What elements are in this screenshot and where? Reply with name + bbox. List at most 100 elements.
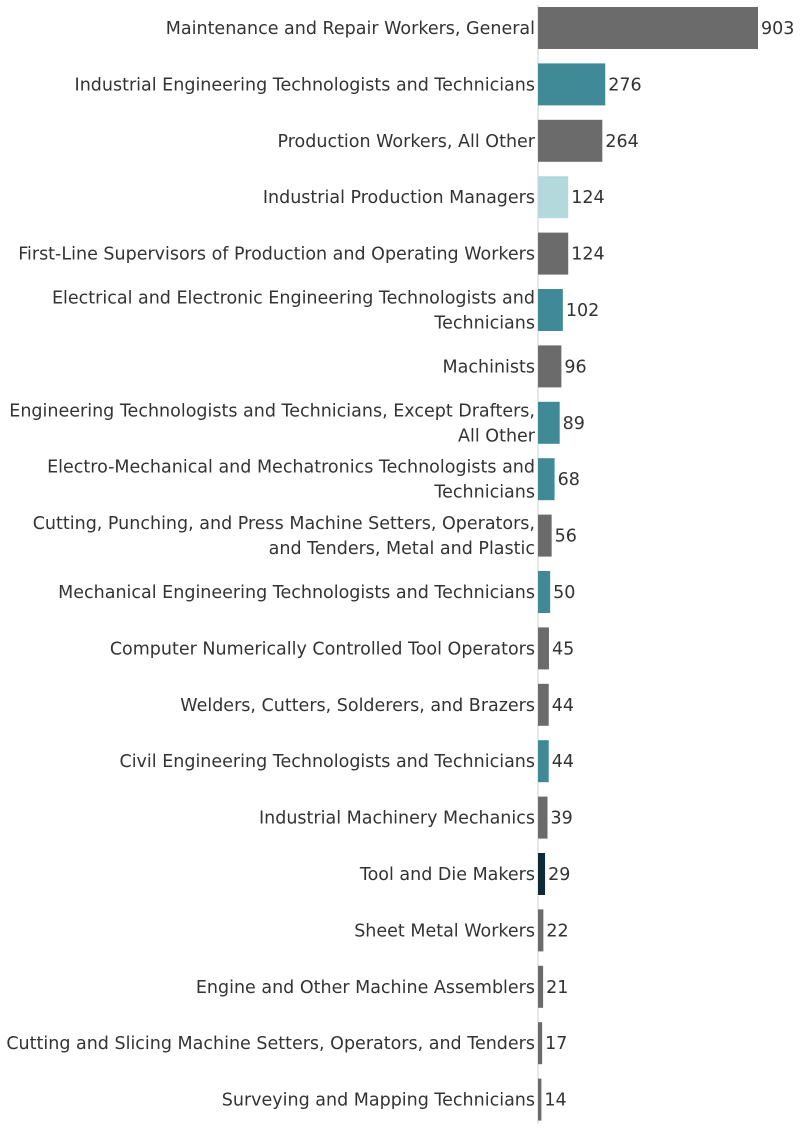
category-label-line: Industrial Machinery Mechanics: [259, 809, 535, 829]
category-label: Electro-Mechanical and Mechatronics Tech…: [47, 458, 535, 503]
value-label: 903: [761, 19, 794, 39]
bar: [538, 63, 606, 106]
bar: [538, 119, 603, 162]
value-label: 44: [552, 696, 574, 716]
value-label: 17: [545, 1034, 567, 1054]
category-label: Industrial Machinery Mechanics: [259, 809, 535, 829]
bar-row: Electrical and Electronic Engineering Te…: [52, 289, 599, 334]
bar: [538, 401, 560, 444]
category-label-line: Civil Engineering Technologists and Tech…: [119, 752, 535, 772]
bar-row: Surveying and Mapping Technicians 14: [222, 1078, 567, 1121]
bar-row: Industrial Engineering Technologists and…: [75, 63, 642, 106]
category-label-line: Electrical and Electronic Engineering Te…: [52, 289, 535, 309]
category-label-line: Tool and Die Makers: [359, 865, 535, 885]
category-label-line: Production Workers, All Other: [277, 132, 535, 152]
category-label-line: All Other: [458, 426, 536, 446]
value-label: 96: [564, 357, 586, 377]
category-label: Computer Numerically Controlled Tool Ope…: [110, 639, 535, 659]
bar-row: Mechanical Engineering Technologists and…: [58, 571, 575, 613]
bar: [538, 853, 546, 895]
bar: [538, 909, 544, 952]
bar-row: Cutting, Punching, and Press Machine Set…: [33, 514, 577, 559]
bar: [538, 514, 552, 557]
value-label: 124: [571, 245, 604, 265]
value-label: 39: [551, 809, 573, 829]
bar: [538, 627, 549, 670]
bar: [538, 683, 549, 726]
category-label: Production Workers, All Other: [277, 132, 535, 152]
category-label-line: Industrial Engineering Technologists and…: [75, 75, 535, 95]
category-label-line: Machinists: [443, 357, 535, 377]
category-label: Sheet Metal Workers: [354, 921, 535, 941]
category-label-line: Cutting and Slicing Machine Setters, Ope…: [6, 1034, 535, 1054]
value-label: 44: [552, 752, 574, 772]
category-label: Industrial Production Managers: [263, 188, 535, 208]
bar-row: Maintenance and Repair Workers, General 9…: [166, 7, 794, 49]
category-label-line: Surveying and Mapping Technicians: [222, 1091, 535, 1111]
bar-row: Industrial Machinery Mechanics 39: [259, 796, 573, 839]
bar: [538, 345, 562, 388]
category-label: Tool and Die Makers: [359, 865, 535, 885]
bar-row: Sheet Metal Workers 22: [354, 909, 569, 952]
category-label-line: Mechanical Engineering Technologists and…: [58, 583, 535, 603]
value-label: 22: [546, 921, 568, 941]
bar-row: Cutting and Slicing Machine Setters, Ope…: [6, 1022, 567, 1065]
category-label: First-Line Supervisors of Production and…: [18, 245, 535, 265]
bar: [538, 1022, 543, 1065]
category-label: Engineering Technologists and Technician…: [9, 401, 536, 446]
bar-row: Tool and Die Makers 29: [359, 853, 570, 895]
category-label: Mechanical Engineering Technologists and…: [58, 583, 535, 603]
category-label-line: Technicians: [433, 483, 535, 503]
bar: [538, 1078, 542, 1121]
category-label: Industrial Engineering Technologists and…: [75, 75, 535, 95]
bar-row: Civil Engineering Technologists and Tech…: [119, 740, 574, 783]
value-label: 50: [553, 583, 575, 603]
category-label: Cutting, Punching, and Press Machine Set…: [33, 514, 535, 559]
bar-row: Production Workers, All Other 264: [277, 119, 639, 162]
bar: [538, 796, 548, 839]
bar-row: Engine and Other Machine Assemblers 21: [196, 965, 568, 1008]
value-label: 21: [546, 978, 568, 998]
category-label-line: Industrial Production Managers: [263, 188, 535, 208]
bar-row: Electro-Mechanical and Mechatronics Tech…: [47, 458, 580, 503]
bar: [538, 965, 544, 1008]
category-label: Engine and Other Machine Assemblers: [196, 978, 535, 998]
value-label: 276: [608, 75, 641, 95]
bar-row: First-Line Supervisors of Production and…: [18, 232, 605, 275]
category-label-line: Computer Numerically Controlled Tool Ope…: [110, 639, 535, 659]
bar: [538, 176, 569, 219]
category-label: Surveying and Mapping Technicians: [222, 1091, 535, 1111]
value-label: 102: [566, 301, 599, 321]
bar-row: Industrial Production Managers 124: [263, 176, 605, 219]
value-label: 29: [548, 865, 570, 885]
category-label-line: Welders, Cutters, Solderers, and Brazers: [180, 696, 535, 716]
category-label: Maintenance and Repair Workers, General: [166, 19, 535, 39]
bar: [538, 458, 555, 501]
category-label: Welders, Cutters, Solderers, and Brazers: [180, 696, 535, 716]
category-label-line: and Tenders, Metal and Plastic: [269, 539, 535, 559]
category-label-line: Engine and Other Machine Assemblers: [196, 978, 535, 998]
value-label: 264: [605, 132, 638, 152]
bar: [538, 7, 758, 49]
bar-row: Engineering Technologists and Technician…: [9, 401, 585, 446]
bar-row: Welders, Cutters, Solderers, and Brazers…: [180, 683, 574, 726]
bar: [538, 740, 549, 783]
value-label: 124: [571, 188, 604, 208]
category-label-line: Sheet Metal Workers: [354, 921, 535, 941]
value-label: 45: [552, 639, 574, 659]
value-label: 89: [563, 414, 585, 434]
bar: [538, 232, 569, 275]
category-label: Machinists: [443, 357, 535, 377]
bar: [538, 289, 563, 331]
value-label: 14: [544, 1091, 566, 1111]
category-label-line: Technicians: [433, 314, 535, 334]
category-label-line: Cutting, Punching, and Press Machine Set…: [33, 514, 535, 534]
value-label: 68: [558, 470, 580, 490]
bar: [538, 571, 551, 613]
category-label-line: Maintenance and Repair Workers, General: [166, 19, 535, 39]
category-label: Civil Engineering Technologists and Tech…: [119, 752, 535, 772]
bar-row: Machinists 96: [443, 345, 587, 388]
bar-row: Computer Numerically Controlled Tool Ope…: [110, 627, 574, 670]
value-label: 56: [555, 527, 577, 547]
